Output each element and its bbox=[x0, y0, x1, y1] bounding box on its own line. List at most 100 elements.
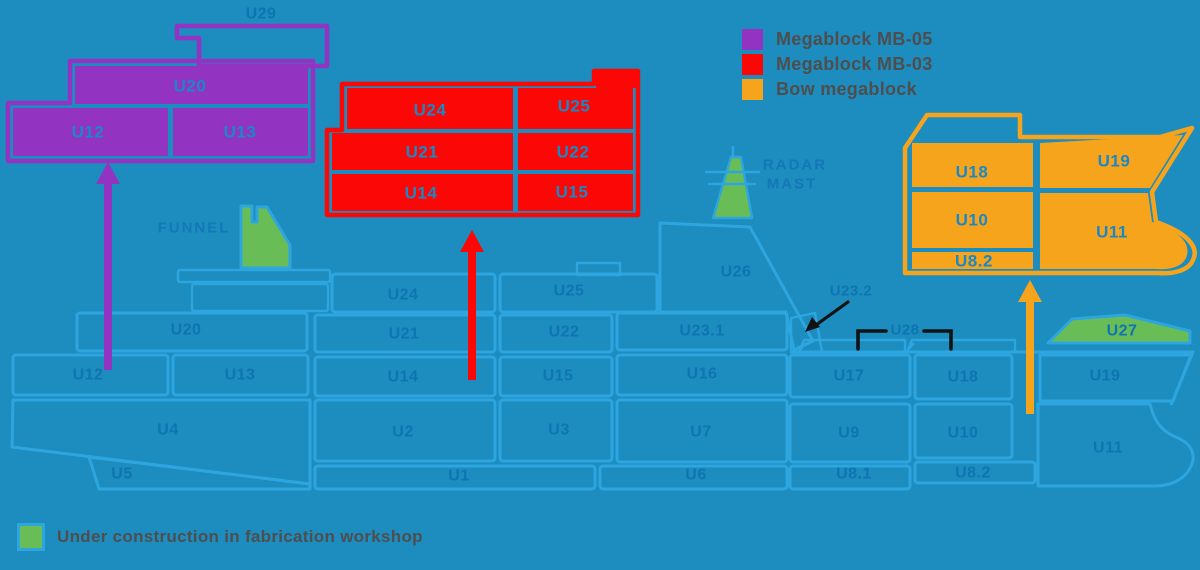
u28-bracket bbox=[856, 329, 953, 351]
footer-legend: Under construction in fabrication worksh… bbox=[17, 523, 423, 551]
label-u8-1: U8.1 bbox=[836, 466, 872, 483]
hull-funnel-deck-strip bbox=[176, 268, 332, 284]
hull-deck-piece-a bbox=[797, 338, 907, 354]
legend-swatch-mb05 bbox=[742, 29, 763, 50]
u23-2-pointer-line bbox=[814, 300, 850, 327]
hull-cell-u15 bbox=[498, 355, 614, 398]
label-u21: U21 bbox=[389, 326, 420, 343]
funnel-shape bbox=[239, 204, 292, 270]
label-u19: U19 bbox=[1098, 152, 1131, 171]
hull-cell-u7 bbox=[615, 398, 789, 464]
mb03-lift-arrow bbox=[460, 230, 484, 380]
label-u23-1: U23.1 bbox=[679, 323, 724, 340]
hull-cell-u9 bbox=[788, 402, 912, 464]
label-u21: U21 bbox=[406, 143, 439, 162]
label-u9: U9 bbox=[838, 425, 859, 442]
label-u4: U4 bbox=[157, 422, 178, 439]
label-u8-2: U8.2 bbox=[955, 252, 993, 271]
legend-label-mb03: Megablock MB-03 bbox=[776, 54, 933, 74]
hull-cell-u8-2 bbox=[913, 460, 1037, 485]
radar-mast-crossbars bbox=[705, 146, 760, 186]
hull-cell-u3 bbox=[498, 398, 614, 463]
label-u12: U12 bbox=[72, 123, 105, 142]
label-u15: U15 bbox=[556, 183, 589, 202]
legend-label-bow: Bow megablock bbox=[776, 79, 917, 99]
label-u25: U25 bbox=[558, 97, 591, 116]
hull-cell-u17 bbox=[788, 353, 912, 399]
hull-cell-u10 bbox=[913, 402, 1014, 460]
bow-lift-arrow bbox=[1018, 280, 1042, 414]
hull-cell-u6 bbox=[598, 464, 789, 491]
label-u23-2: U23.2 bbox=[830, 283, 873, 300]
legend-item-bow: Bow megablock bbox=[742, 79, 933, 100]
label-u13: U13 bbox=[225, 367, 256, 384]
label-u18: U18 bbox=[948, 369, 979, 386]
label-u6: U6 bbox=[685, 467, 706, 484]
label-u24: U24 bbox=[414, 101, 447, 120]
label-u7: U7 bbox=[690, 424, 711, 441]
mb03-cell-u25 bbox=[518, 88, 633, 129]
label-u24: U24 bbox=[388, 287, 419, 304]
footer-legend-label: Under construction in fabrication worksh… bbox=[57, 527, 423, 546]
hull-cell-u4 bbox=[10, 398, 312, 486]
bow-cell-u10 bbox=[912, 192, 1033, 248]
bow-cell-u18 bbox=[912, 143, 1033, 187]
mb03-cell-u21 bbox=[332, 133, 513, 170]
mb05-lift-arrow bbox=[96, 162, 120, 370]
hull-aft-deckhouse-tier bbox=[190, 282, 330, 313]
label-u11: U11 bbox=[1096, 223, 1128, 242]
hull-cell-u1 bbox=[313, 464, 597, 491]
label-u18: U18 bbox=[956, 163, 989, 182]
bow-cell-u8-2 bbox=[912, 252, 1033, 269]
hull-cell-u13 bbox=[171, 353, 310, 397]
legend-label-mb05: Megablock MB-05 bbox=[776, 29, 933, 49]
label-u22: U22 bbox=[549, 324, 580, 341]
legend: Megablock MB-05 Megablock MB-03 Bow mega… bbox=[742, 29, 933, 104]
hull-piece-u27 bbox=[1046, 313, 1192, 345]
hull-cell-u16 bbox=[615, 353, 789, 397]
label-u14: U14 bbox=[405, 184, 438, 203]
hull-cell-u5 bbox=[87, 455, 312, 491]
label-u5: U5 bbox=[111, 466, 132, 483]
label-u29: U29 bbox=[246, 6, 277, 23]
hull-cell-u2 bbox=[313, 398, 497, 463]
mb03-outer-frame bbox=[324, 68, 641, 218]
hull-cell-u18 bbox=[913, 353, 1014, 401]
label-u25: U25 bbox=[554, 283, 585, 300]
label-u14: U14 bbox=[388, 369, 419, 386]
legend-swatch-mb03 bbox=[742, 54, 763, 75]
label-funnel: FUNNEL bbox=[158, 220, 231, 237]
label-u3: U3 bbox=[548, 422, 569, 439]
label-u16: U16 bbox=[687, 366, 718, 383]
label-u2: U2 bbox=[392, 424, 413, 441]
label-u26: U26 bbox=[721, 264, 752, 281]
hull-cell-u14 bbox=[313, 355, 497, 398]
label-mast: MAST bbox=[767, 176, 818, 193]
megablock-bow bbox=[902, 112, 1197, 414]
legend-item-mb05: Megablock MB-05 bbox=[742, 29, 933, 50]
footer-legend-swatch bbox=[17, 523, 45, 551]
hull-cell-u11-bulbous-bow bbox=[1036, 402, 1195, 488]
label-u10: U10 bbox=[948, 425, 979, 442]
hull-outline-group bbox=[10, 146, 1195, 491]
megablock-mb03 bbox=[324, 68, 641, 380]
hull-cell-u21 bbox=[313, 313, 497, 354]
legend-item-mb03: Megablock MB-03 bbox=[742, 54, 933, 75]
mb05-cell-u12 bbox=[13, 108, 168, 156]
hull-cell-u8-1 bbox=[788, 464, 912, 491]
legend-swatch-bow bbox=[742, 79, 763, 100]
mb03-cell-u22 bbox=[518, 133, 633, 170]
mb05-cell-u13 bbox=[173, 108, 308, 156]
mb05-outer-frame bbox=[5, 58, 316, 164]
label-u20: U20 bbox=[171, 322, 202, 339]
label-u17: U17 bbox=[834, 368, 865, 385]
hull-cell-u23-1 bbox=[615, 311, 789, 352]
bow-cell-u11 bbox=[1040, 193, 1188, 270]
label-u1: U1 bbox=[448, 468, 469, 485]
mb03-cell-u14 bbox=[332, 174, 513, 211]
mb03-tab bbox=[596, 73, 638, 88]
hull-cell-u12 bbox=[11, 353, 170, 397]
label-u20: U20 bbox=[174, 77, 207, 96]
label-u10: U10 bbox=[956, 211, 989, 230]
